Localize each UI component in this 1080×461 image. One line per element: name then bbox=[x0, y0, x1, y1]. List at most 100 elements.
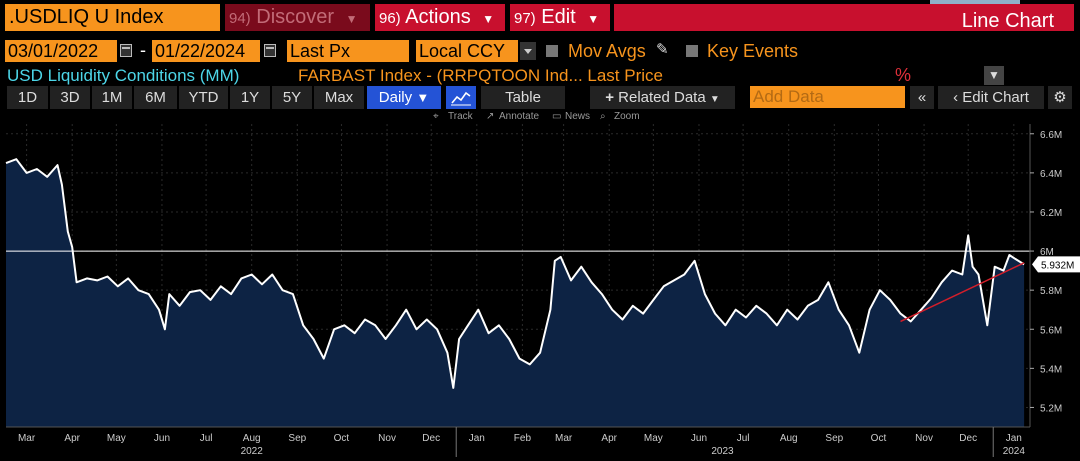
legend-bar: USD Liquidity Conditions (MM) FARBAST In… bbox=[0, 65, 1080, 87]
double-chevron-left-icon[interactable]: « bbox=[910, 86, 934, 109]
x-tick-label: Mar bbox=[18, 433, 36, 444]
chevron-left-icon: ‹ bbox=[953, 89, 959, 106]
annotate-hint[interactable]: Annotate bbox=[499, 111, 540, 122]
date-range-separator: - bbox=[140, 40, 146, 60]
x-tick-label: Mar bbox=[555, 433, 573, 444]
mov-avgs-label: Mov Avgs bbox=[568, 41, 646, 61]
discover-menu[interactable]: 94) Discover ▼ bbox=[225, 4, 370, 31]
y-tick-label: 5.4M bbox=[1040, 364, 1062, 375]
line-chart[interactable]: 5.2M 5.4M 5.6M 5.8M 6M 6.2M 6.4M 6.6M 5.932M Mar A… bbox=[0, 124, 1080, 461]
series-legend-secondary[interactable]: FARBAST Index - (RRPQTOON Ind... Last Pr… bbox=[298, 66, 663, 85]
x-tick-label: Sep bbox=[288, 433, 306, 444]
x-tick-label: Oct bbox=[334, 433, 350, 444]
chart-hints: ⌖ Track ↗ Annotate ▭ News ⌕ Zoom bbox=[0, 110, 1080, 124]
news-icon: ▭ bbox=[552, 111, 562, 122]
related-data-label: Related Data bbox=[618, 89, 706, 106]
period-1d-button[interactable]: 1D bbox=[7, 86, 48, 109]
chevron-down-icon: ▼ bbox=[416, 90, 430, 105]
frequency-label: Daily bbox=[378, 89, 413, 106]
x-tick-label: Jul bbox=[200, 433, 213, 444]
actions-menu-label: Actions bbox=[405, 6, 471, 28]
y-tick-label: 5.6M bbox=[1040, 325, 1062, 336]
options-bar: 03/01/2022 - 01/22/2024 Last Px Local CC… bbox=[0, 38, 1080, 64]
x-tick-label: Jan bbox=[1006, 433, 1022, 444]
y-tick-label: 6.4M bbox=[1040, 169, 1062, 180]
discover-menu-number: 94) bbox=[229, 10, 251, 27]
period-ytd-button[interactable]: YTD bbox=[179, 86, 228, 109]
calendar-icon[interactable] bbox=[264, 44, 276, 57]
period-1m-button[interactable]: 1M bbox=[92, 86, 132, 109]
x-tick-label: Nov bbox=[915, 433, 933, 444]
period-3d-button[interactable]: 3D bbox=[50, 86, 90, 109]
actions-menu[interactable]: 96) Actions ▼ bbox=[375, 4, 505, 31]
edit-menu-number: 97) bbox=[514, 10, 536, 27]
gear-icon[interactable]: ⚙ bbox=[1048, 86, 1072, 109]
news-hint[interactable]: News bbox=[565, 111, 591, 122]
line-chart-icon[interactable] bbox=[446, 86, 476, 109]
y-tick-label: 5.8M bbox=[1040, 286, 1062, 297]
period-max-button[interactable]: Max bbox=[314, 86, 364, 109]
frequency-select[interactable]: Daily ▼ bbox=[367, 86, 441, 109]
zoom-hint[interactable]: Zoom bbox=[614, 111, 640, 122]
chart-type-label: Line Chart bbox=[961, 10, 1054, 32]
key-events-checkbox[interactable] bbox=[686, 45, 698, 57]
x-tick-label: Jun bbox=[691, 433, 707, 444]
last-value-box bbox=[1032, 256, 1080, 273]
x-tick-label: Sep bbox=[825, 433, 843, 444]
actions-menu-number: 96) bbox=[379, 10, 401, 27]
plus-icon: + bbox=[605, 89, 614, 106]
x-year-label: 2022 bbox=[241, 446, 264, 457]
y-tick-label: 5.2M bbox=[1040, 403, 1062, 414]
series-legend-primary[interactable]: USD Liquidity Conditions (MM) bbox=[7, 66, 240, 85]
chevron-down-icon: ▼ bbox=[482, 12, 495, 26]
add-data-input[interactable]: Add Data bbox=[750, 86, 905, 108]
y-tick-label: 6.2M bbox=[1040, 208, 1062, 219]
x-tick-label: Dec bbox=[959, 433, 977, 444]
chevron-down-icon: ▼ bbox=[709, 94, 720, 105]
edit-menu-label: Edit bbox=[541, 6, 576, 28]
period-6m-button[interactable]: 6M bbox=[134, 86, 177, 109]
discover-menu-label: Discover bbox=[256, 6, 335, 28]
x-tick-label: Nov bbox=[378, 433, 396, 444]
table-button[interactable]: Table bbox=[481, 86, 565, 109]
x-tick-label: Apr bbox=[64, 433, 80, 444]
y-tick-label: 6M bbox=[1040, 247, 1054, 258]
calendar-icon[interactable] bbox=[120, 44, 132, 57]
x-tick-label: May bbox=[107, 433, 126, 444]
x-tick-label: Jul bbox=[737, 433, 750, 444]
ticker-field[interactable]: .USDLIQ U Index bbox=[5, 4, 220, 31]
x-tick-label: Aug bbox=[780, 433, 798, 444]
series-area bbox=[6, 159, 1025, 427]
y-tick-label: 6.6M bbox=[1040, 130, 1062, 141]
annotate-icon: ↗ bbox=[486, 111, 495, 122]
edit-menu[interactable]: 97) Edit ▼ bbox=[510, 4, 610, 31]
chevron-down-icon: ▼ bbox=[345, 12, 358, 26]
field-select[interactable]: Last Px bbox=[287, 40, 409, 62]
track-hint[interactable]: Track bbox=[448, 111, 473, 122]
end-date-field[interactable]: 01/22/2024 bbox=[152, 40, 260, 62]
edit-chart-button[interactable]: ‹ Edit Chart bbox=[938, 86, 1044, 109]
x-tick-label: May bbox=[644, 433, 663, 444]
period-5y-button[interactable]: 5Y bbox=[272, 86, 312, 109]
trendline bbox=[900, 262, 1025, 323]
related-data-button[interactable]: + Related Data ▼ bbox=[590, 86, 735, 109]
title-bar: .USDLIQ U Index 94) Discover ▼ 96) Actio… bbox=[0, 0, 1080, 34]
x-tick-label: Oct bbox=[871, 433, 887, 444]
chart-toolbar: 1D 3D 1M 6M YTD 1Y 5Y Max Daily ▼ Table … bbox=[0, 86, 1080, 110]
chevron-down-icon: ▼ bbox=[587, 12, 600, 26]
mov-avgs-checkbox[interactable] bbox=[546, 45, 558, 57]
x-tick-label: Aug bbox=[243, 433, 261, 444]
key-events-label: Key Events bbox=[707, 41, 799, 61]
currency-select[interactable]: Local CCY bbox=[416, 40, 518, 62]
chevron-down-icon[interactable] bbox=[520, 42, 536, 60]
last-value-label: 5.932M bbox=[1041, 260, 1074, 271]
title-bar-fill: Line Chart bbox=[614, 4, 1074, 32]
start-date-field[interactable]: 03/01/2022 bbox=[5, 40, 117, 62]
zoom-icon: ⌕ bbox=[600, 111, 606, 122]
collapse-legend-icon[interactable]: ▼ bbox=[984, 66, 1004, 85]
pencil-icon[interactable]: ✎ bbox=[656, 41, 669, 58]
percent-icon[interactable]: % bbox=[895, 65, 912, 85]
x-year-label: 2023 bbox=[711, 446, 734, 457]
track-icon: ⌖ bbox=[433, 111, 439, 122]
period-1y-button[interactable]: 1Y bbox=[230, 86, 270, 109]
